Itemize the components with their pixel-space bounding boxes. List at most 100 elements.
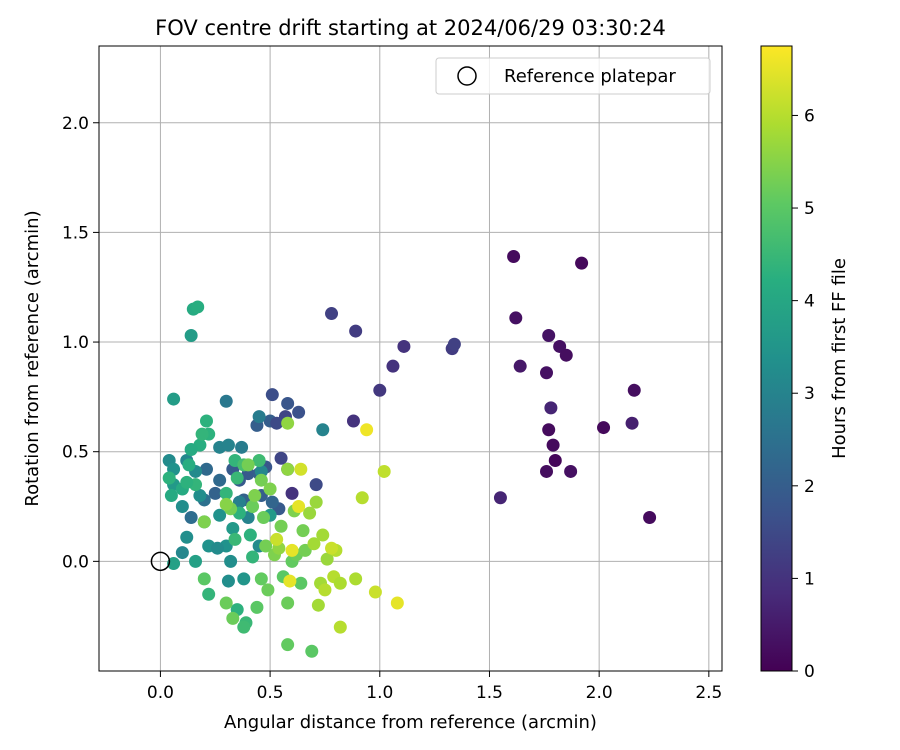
data-point xyxy=(221,574,235,588)
data-point xyxy=(219,497,233,511)
data-point xyxy=(368,585,382,599)
x-axis-ticks: 0.0 0.5 1.0 1.5 2.0 2.5 xyxy=(147,671,722,703)
data-point xyxy=(270,532,284,546)
data-point xyxy=(265,388,279,402)
data-point xyxy=(325,541,339,555)
data-point xyxy=(254,473,268,487)
data-point xyxy=(325,307,339,321)
data-point xyxy=(548,453,562,467)
data-point xyxy=(248,489,262,503)
data-point xyxy=(175,546,189,560)
data-point xyxy=(241,458,255,472)
data-point xyxy=(397,339,411,353)
colorbar-ticks: 0 1 2 3 4 5 6 xyxy=(792,106,815,682)
data-point xyxy=(237,620,251,634)
data-point xyxy=(292,500,306,514)
data-point xyxy=(265,495,279,509)
data-point xyxy=(373,383,387,397)
data-point xyxy=(559,348,573,362)
y-tick-label: 2.0 xyxy=(62,114,89,134)
data-point xyxy=(349,324,363,338)
data-point xyxy=(540,464,554,478)
y-tick-label: 1.5 xyxy=(62,223,89,243)
grid-lines xyxy=(99,46,722,671)
x-tick-label: 1.5 xyxy=(476,683,503,703)
data-point xyxy=(281,462,295,476)
data-point xyxy=(346,414,360,428)
data-point xyxy=(184,443,198,457)
data-point xyxy=(243,528,257,542)
data-point xyxy=(544,401,558,415)
colorbar-tick-label: 4 xyxy=(804,292,815,312)
data-point xyxy=(219,394,233,408)
data-point xyxy=(542,423,556,437)
data-point xyxy=(307,537,321,551)
data-point xyxy=(261,583,275,597)
data-point xyxy=(254,572,268,586)
data-point xyxy=(386,359,400,373)
data-point xyxy=(575,256,589,270)
data-point xyxy=(202,587,216,601)
data-point xyxy=(210,541,224,555)
data-point xyxy=(189,554,203,568)
data-point xyxy=(316,528,330,542)
data-point xyxy=(274,451,288,465)
data-point xyxy=(390,596,404,610)
data-point xyxy=(180,530,194,544)
data-point xyxy=(221,438,235,452)
data-point xyxy=(250,600,264,614)
data-point xyxy=(219,486,233,500)
data-point xyxy=(447,337,461,351)
colorbar-tick-label: 5 xyxy=(804,199,815,219)
data-point xyxy=(540,366,554,380)
y-tick-label: 0.0 xyxy=(62,552,89,572)
data-point xyxy=(355,491,369,505)
legend-label: Reference platepar xyxy=(504,66,676,87)
data-point xyxy=(193,489,207,503)
data-point xyxy=(305,644,319,658)
data-point xyxy=(281,638,295,652)
y-tick-label: 1.0 xyxy=(62,333,89,353)
data-point xyxy=(597,421,611,435)
data-point xyxy=(281,596,295,610)
data-point xyxy=(507,250,521,264)
x-tick-label: 0.0 xyxy=(147,683,174,703)
data-point xyxy=(252,410,266,424)
data-point xyxy=(257,510,271,524)
data-point xyxy=(246,550,260,564)
data-point xyxy=(377,464,391,478)
legend: Reference platepar xyxy=(435,57,711,95)
data-point xyxy=(281,396,295,410)
data-point xyxy=(296,524,310,538)
data-point xyxy=(564,464,578,478)
data-points xyxy=(162,250,657,658)
data-point xyxy=(191,300,205,314)
data-point xyxy=(197,572,211,586)
data-point xyxy=(228,532,242,546)
data-point xyxy=(274,519,288,533)
data-point xyxy=(493,491,507,505)
data-point xyxy=(542,328,556,342)
colorbar-tick-label: 3 xyxy=(804,384,815,404)
data-point xyxy=(199,462,213,476)
data-point xyxy=(333,620,347,634)
data-point xyxy=(213,508,227,522)
reference-platepar-marker xyxy=(150,551,171,572)
data-point xyxy=(627,383,641,397)
x-tick-label: 1.0 xyxy=(366,683,393,703)
data-point xyxy=(213,473,227,487)
data-point xyxy=(235,440,249,454)
plot-frame xyxy=(98,45,723,672)
data-point xyxy=(263,482,277,496)
data-point xyxy=(224,554,238,568)
data-point xyxy=(164,489,178,503)
data-point xyxy=(237,572,251,586)
colorbar-tick-label: 6 xyxy=(804,106,815,126)
data-point xyxy=(285,486,299,500)
data-point xyxy=(513,359,527,373)
data-point xyxy=(246,500,260,514)
y-axis-label: Rotation from reference (arcmin) xyxy=(22,210,43,506)
data-point xyxy=(180,475,194,489)
y-axis-ticks: 0.0 0.5 1.0 1.5 2.0 xyxy=(62,114,99,572)
